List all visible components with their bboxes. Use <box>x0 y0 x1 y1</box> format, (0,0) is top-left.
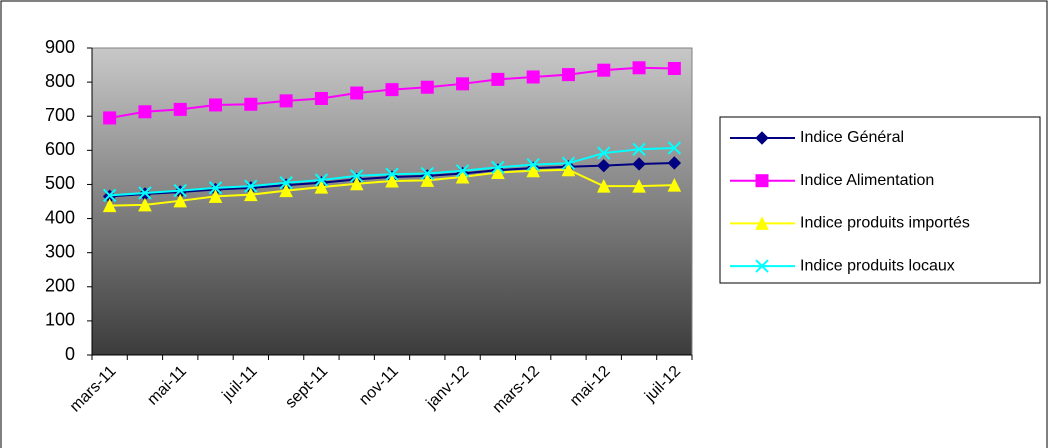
marker <box>350 86 364 100</box>
marker <box>279 176 293 190</box>
marker <box>755 174 769 188</box>
legend-label: Indice produits locaux <box>800 257 955 274</box>
marker <box>526 70 540 84</box>
y-tick-label: 700 <box>45 105 75 125</box>
marker <box>632 61 646 75</box>
marker <box>667 61 681 75</box>
legend-box <box>719 116 1041 284</box>
marker <box>491 165 505 180</box>
plot-area <box>91 47 693 356</box>
marker <box>208 181 223 195</box>
marker <box>597 63 611 77</box>
y-tick-label: 200 <box>45 276 75 296</box>
marker <box>755 259 769 273</box>
marker <box>385 173 399 188</box>
marker <box>526 163 540 178</box>
marker <box>561 162 576 177</box>
marker <box>102 188 117 203</box>
marker <box>596 179 611 193</box>
marker <box>314 173 329 187</box>
marker <box>420 166 435 181</box>
marker <box>597 158 611 173</box>
marker <box>244 187 258 202</box>
marker <box>279 183 293 198</box>
marker <box>173 193 188 208</box>
marker <box>755 216 769 230</box>
series <box>102 162 682 213</box>
marker <box>138 197 152 212</box>
marker <box>632 179 646 193</box>
marker <box>279 94 293 108</box>
marker <box>491 72 505 86</box>
marker <box>667 156 682 170</box>
marker <box>173 102 187 116</box>
marker <box>138 186 152 200</box>
marker <box>561 156 576 171</box>
y-tick-label: 500 <box>45 173 75 193</box>
marker <box>244 97 258 111</box>
marker <box>209 98 223 112</box>
marker <box>755 131 769 145</box>
marker <box>455 164 470 178</box>
marker <box>385 167 399 181</box>
marker <box>597 146 611 160</box>
marker <box>349 176 364 191</box>
y-tick-label: 800 <box>45 71 75 91</box>
marker <box>420 173 435 187</box>
marker <box>314 91 328 105</box>
y-tick-label: 300 <box>45 241 75 261</box>
marker <box>173 183 187 198</box>
marker <box>138 105 152 119</box>
marker <box>456 77 470 91</box>
marker <box>102 198 117 213</box>
marker <box>455 169 470 184</box>
legend-label: Indice Général <box>800 129 904 146</box>
marker <box>349 169 364 183</box>
y-tick-label: 900 <box>45 37 75 57</box>
marker <box>385 83 399 97</box>
marker <box>244 179 258 193</box>
marker <box>314 180 329 194</box>
series <box>103 61 681 125</box>
y-tick-label: 0 <box>65 344 75 364</box>
y-tick-label: 600 <box>45 139 75 159</box>
legend-label: Indice Alimentation <box>800 172 934 189</box>
marker <box>632 157 646 171</box>
series <box>102 141 682 203</box>
marker <box>667 141 682 155</box>
marker <box>491 160 505 175</box>
marker <box>526 157 540 172</box>
marker <box>667 178 682 192</box>
legend-label: Indice produits importés <box>800 215 970 232</box>
marker <box>208 189 223 203</box>
marker <box>420 80 434 94</box>
marker <box>561 68 575 82</box>
y-tick-label: 400 <box>45 207 75 227</box>
y-tick-label: 100 <box>45 310 75 330</box>
marker <box>103 111 117 125</box>
marker <box>632 142 646 157</box>
